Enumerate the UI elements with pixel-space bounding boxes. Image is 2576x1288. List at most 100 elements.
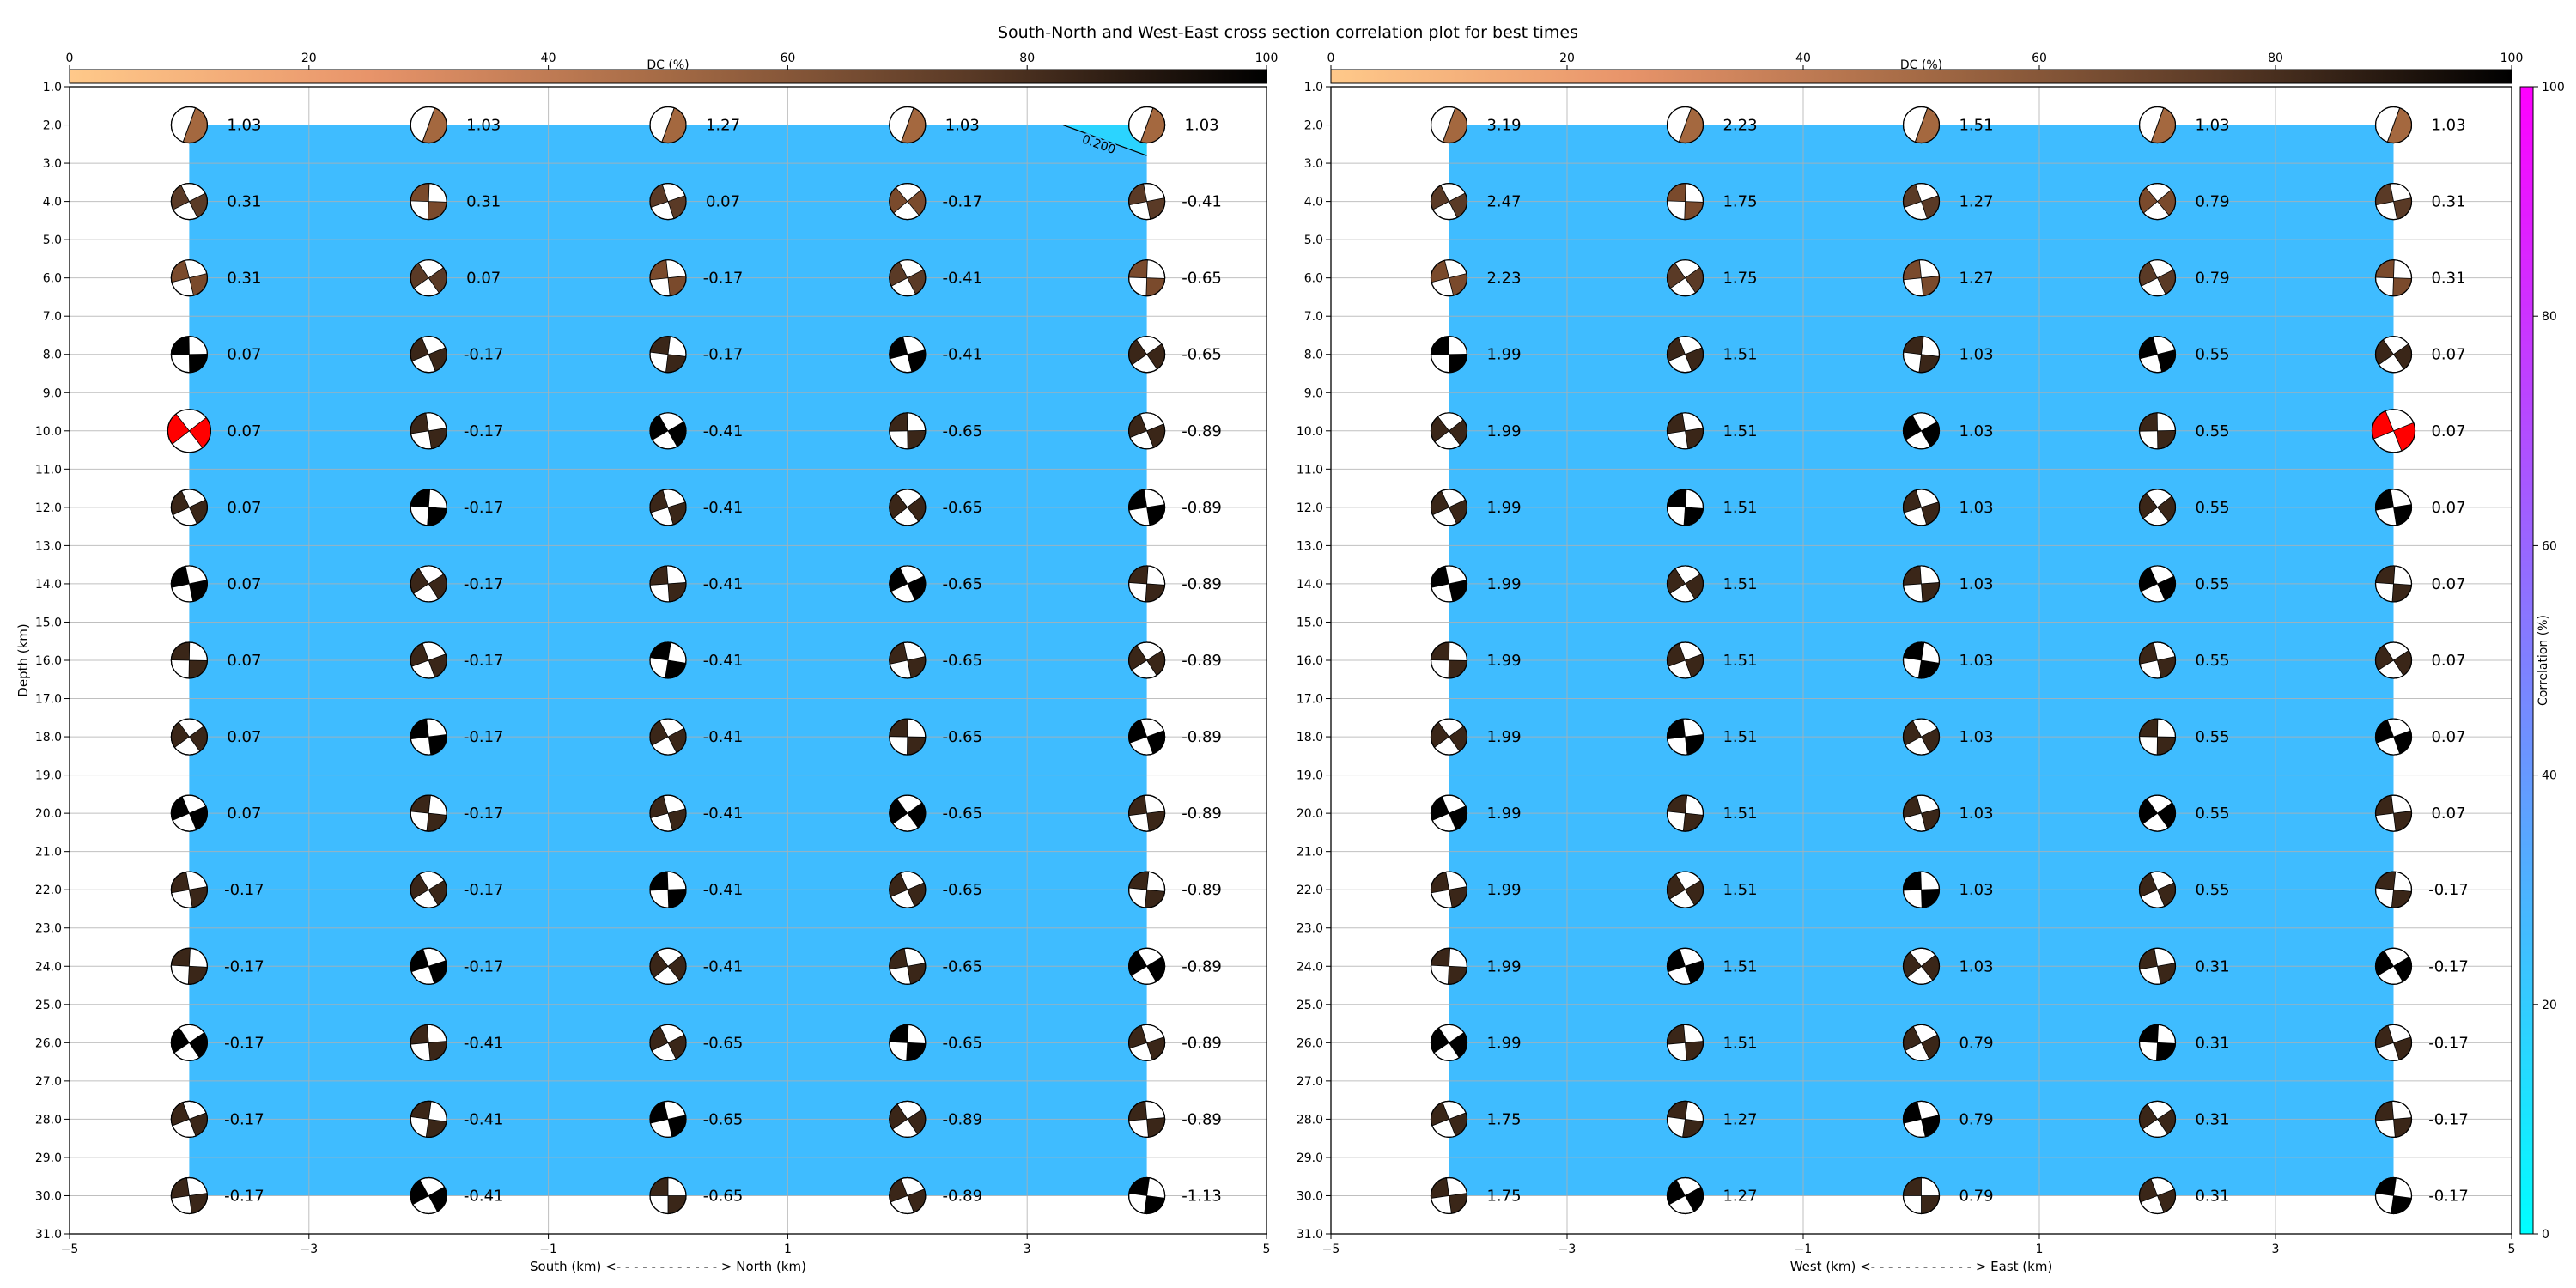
y-tick-label: 7.0: [43, 310, 62, 324]
cell-value-label: 1.99: [1486, 422, 1521, 440]
y-tick-label: 1.0: [1304, 81, 1323, 94]
beachball: [410, 183, 447, 221]
corr-colorbar-bar: [2519, 86, 2534, 1235]
beachball-rim: [649, 947, 687, 985]
dc-colorbar-tick-label: 80: [1019, 52, 1035, 65]
y-tick-label: 15.0: [35, 616, 62, 629]
beachball-rim: [2374, 259, 2413, 297]
cell-value-label: 0.07: [227, 346, 261, 364]
beachball-quadrant: [1144, 889, 1165, 908]
y-tick-label: 2.0: [43, 119, 62, 133]
beachball: [170, 718, 208, 756]
y-tick-label: 19.0: [1297, 769, 1323, 783]
beachball-rim: [1902, 1176, 1941, 1215]
beachball-rim: [2374, 1024, 2413, 1061]
cell-value-label: -0.17: [224, 881, 264, 899]
dc-colorbar: [69, 69, 1267, 84]
cell-value-label: 1.51: [1722, 957, 1757, 975]
cell-value-label: 1.75: [1486, 1187, 1521, 1205]
beachball: [649, 106, 687, 144]
beachball: [1666, 412, 1704, 450]
cell-value-label: 1.03: [1959, 422, 1993, 440]
beachball: [1430, 947, 1468, 985]
beachball-rim: [649, 565, 687, 603]
cell-value-label: 1.03: [466, 117, 501, 135]
beachball-rim: [649, 794, 687, 832]
beachball-rim: [889, 183, 927, 221]
beachball-rim: [1666, 718, 1704, 756]
cell-value-label: -0.41: [703, 652, 744, 670]
cell-value-label: -0.17: [2428, 1110, 2469, 1128]
cell-value-label: 0.31: [2195, 1110, 2229, 1128]
y-tick-label: 17.0: [35, 693, 62, 707]
x-tick-label: 1: [2036, 1242, 2044, 1256]
cell-value-label: -0.89: [1182, 422, 1222, 440]
dc-colorbar-tick-label: 80: [2268, 52, 2283, 65]
cell-value-label: -0.41: [703, 499, 744, 517]
beachball-quadrant: [1146, 811, 1165, 832]
beachball: [2374, 1100, 2413, 1139]
cell-value-label: -0.41: [703, 881, 744, 899]
x-tick-label: −1: [539, 1242, 557, 1256]
beachball-rim: [1902, 871, 1941, 908]
cell-value-label: 1.03: [1959, 957, 1993, 975]
y-tick-label: 20.0: [1297, 807, 1323, 821]
beachball-quadrant: [1146, 504, 1165, 526]
y-tick-label: 20.0: [35, 807, 62, 821]
beachball-rim: [170, 1100, 208, 1139]
beachball-rim: [889, 947, 927, 985]
beachball-rim: [1430, 947, 1468, 985]
cell-value-label: -0.65: [703, 1034, 744, 1052]
beachball: [889, 259, 927, 297]
cell-value-label: 3.19: [1486, 117, 1521, 135]
beachball: [1430, 794, 1468, 832]
y-tick-label: 31.0: [1297, 1228, 1323, 1242]
cell-value-label: -0.65: [943, 499, 983, 517]
beachball-rim: [1430, 718, 1468, 756]
y-tick-label: 5.0: [1304, 234, 1323, 247]
beachball: [2374, 871, 2413, 908]
beachball-rim: [1666, 489, 1704, 526]
beachball: [1666, 1100, 1704, 1139]
cell-value-label: 1.27: [1959, 270, 1993, 288]
cell-value-label: -0.89: [1182, 957, 1222, 975]
beachball-rim: [1902, 1024, 1941, 1061]
beachball: [649, 794, 687, 832]
beachball-rim: [889, 794, 927, 832]
beachball-rim: [889, 1100, 927, 1139]
cell-value-label: -0.41: [464, 1187, 504, 1205]
beachball: [1430, 1176, 1468, 1215]
cell-value-label: 1.99: [1486, 881, 1521, 899]
beachball-rim: [2138, 794, 2177, 832]
beachball-rim: [889, 565, 927, 603]
beachball-rim: [1902, 947, 1941, 985]
beachball-rim: [649, 641, 687, 679]
beachball: [1430, 106, 1468, 144]
beachball-rim: [410, 641, 447, 679]
beachball-quadrant: [1146, 197, 1165, 220]
beachball: [170, 947, 208, 985]
beachball-rim: [2138, 336, 2177, 374]
beachball-rim: [889, 718, 927, 756]
beachball-rim: [2374, 794, 2413, 832]
beachball-rim: [410, 1100, 447, 1139]
cell-value-label: -0.65: [1182, 346, 1222, 364]
beachball: [2138, 183, 2177, 221]
cell-value-label: 0.55: [2195, 652, 2229, 670]
y-tick-label: 10.0: [35, 425, 62, 439]
cell-value-label: -0.41: [703, 422, 744, 440]
beachball: [649, 1176, 687, 1215]
beachball: [1666, 1024, 1704, 1061]
beachball-rim: [889, 489, 927, 526]
y-tick-label: 22.0: [35, 884, 62, 897]
beachball: [1902, 947, 1941, 985]
cell-value-label: 0.55: [2195, 728, 2229, 746]
beachball: [170, 565, 208, 603]
beachball: [1430, 871, 1468, 908]
cell-value-label: 1.75: [1722, 193, 1757, 211]
beachball: [410, 871, 447, 908]
beachball: [1666, 947, 1704, 985]
beachball-rim: [2138, 947, 2177, 985]
cell-value-label: 1.03: [2431, 117, 2465, 135]
beachball: [889, 641, 927, 679]
